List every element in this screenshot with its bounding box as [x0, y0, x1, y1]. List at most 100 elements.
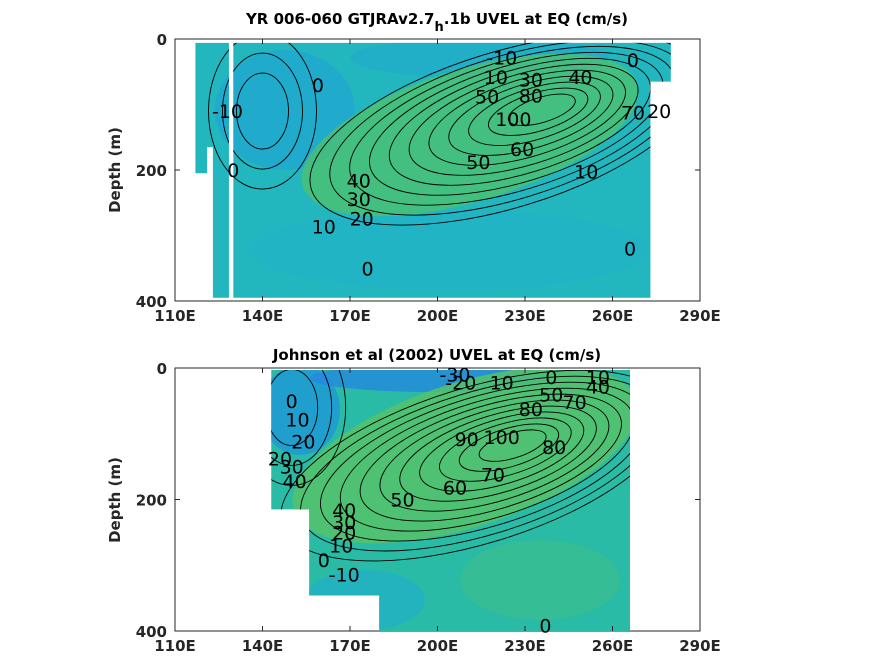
deep-westward-top — [250, 210, 650, 290]
contour-label: 20 — [350, 208, 374, 230]
contour-label: 0 — [286, 391, 298, 413]
contour-line — [222, 52, 303, 170]
contour-line — [320, 381, 630, 542]
contour-label: 10 — [574, 161, 598, 183]
title-top-subscript: h — [434, 20, 443, 35]
x-tick-label: 140E — [242, 307, 284, 325]
ylabel-bottom: Depth (m) — [106, 457, 124, 543]
contour-label: 10 — [312, 216, 336, 238]
contour-label: 40 — [568, 67, 592, 89]
contour-label: -30 — [439, 365, 470, 387]
contour-line — [309, 42, 671, 226]
contour-label: 50 — [390, 490, 414, 512]
field-top — [195, 42, 671, 298]
x-tick-label: 110E — [154, 307, 196, 325]
contour-label: 40 — [332, 500, 356, 522]
contour-label: 0 — [361, 258, 373, 280]
x-tick-label: 260E — [592, 637, 634, 655]
contour-line — [271, 369, 333, 466]
contour-line — [478, 429, 547, 462]
contour-label: 70 — [562, 392, 586, 414]
contour-label: 30 — [280, 457, 304, 479]
x-tick-label: 230E — [504, 307, 546, 325]
contour-label: 90 — [455, 429, 479, 451]
x-tick-label: 200E — [417, 637, 459, 655]
contour-label: -10 — [486, 47, 517, 69]
contour-label: 0 — [627, 50, 639, 72]
contour-label: 0 — [312, 75, 324, 97]
contour-label: 10 — [285, 409, 309, 431]
x-tick-label: 170E — [329, 637, 371, 655]
contour-line — [388, 57, 652, 186]
contour-label: 30 — [519, 70, 543, 92]
contour-label: 10 — [586, 367, 610, 389]
title-top-part1: YR 006-060 GTJRAv2.7 — [245, 10, 435, 28]
contour-label: 30 — [332, 512, 356, 534]
x-tick-label: 260E — [592, 307, 634, 325]
contour-label: 20 — [647, 101, 671, 123]
contour-label: 50 — [475, 87, 499, 109]
contour-lines-bottom — [271, 369, 630, 562]
title-top: YR 006-060 GTJRAv2.7h.1b UVEL at EQ (cm/… — [245, 10, 628, 35]
title-top-part2: .1b UVEL at EQ (cm/s) — [444, 10, 628, 28]
x-tick-label: 170E — [329, 307, 371, 325]
contour-label: 40 — [586, 376, 610, 398]
x-tick-label: 140E — [242, 637, 284, 655]
contour-line — [208, 42, 317, 190]
contour-label: 70 — [621, 102, 645, 124]
westward-region-bottom — [271, 369, 340, 455]
contour-line — [339, 387, 630, 532]
y-tick-label: 400 — [136, 623, 167, 641]
contour-label: 80 — [519, 399, 543, 421]
contour-label: -10 — [329, 564, 360, 586]
y-tick-label: 200 — [136, 162, 167, 180]
contour-label: -20 — [445, 372, 476, 394]
contour-lines-top — [208, 42, 671, 226]
x-tick-label: 290E — [679, 637, 721, 655]
contour-label: 80 — [542, 437, 566, 459]
contour-label: 70 — [481, 465, 505, 487]
contour-label: 20 — [332, 522, 356, 544]
contour-label: 80 — [519, 85, 543, 107]
contour-line — [369, 51, 664, 196]
x-tick-label: 290E — [679, 307, 721, 325]
contour-line — [359, 393, 622, 522]
contour-line — [329, 42, 671, 216]
x-tick-label: 230E — [504, 637, 546, 655]
contour-line — [487, 87, 589, 136]
contour-label: 50 — [466, 152, 490, 174]
euc-core-top — [325, 70, 615, 200]
contour-label: 40 — [282, 471, 306, 493]
contour-label: -10 — [212, 101, 243, 123]
contour-label: 20 — [291, 432, 315, 454]
contour-line — [428, 69, 626, 166]
contour-label: 30 — [347, 189, 371, 211]
westward-region-top — [215, 50, 355, 170]
contour-line — [399, 405, 597, 502]
y-tick-label: 0 — [157, 360, 167, 378]
contour-line — [271, 369, 347, 486]
x-tick-label: 110E — [154, 637, 196, 655]
contour-line — [458, 423, 560, 472]
contour-line — [236, 72, 289, 150]
y-tick-label: 400 — [136, 293, 167, 311]
y-tick-label: 0 — [157, 31, 167, 49]
deep-eastward-bottom — [460, 540, 620, 620]
contour-line — [349, 45, 671, 206]
contour-label: 50 — [539, 384, 563, 406]
contour-label: 20 — [268, 449, 292, 471]
contour-line — [419, 411, 585, 492]
ylabel-top: Depth (m) — [106, 127, 124, 213]
contour-label: 100 — [495, 109, 531, 131]
contour-label: 60 — [510, 139, 534, 161]
contour-label: 0 — [318, 550, 330, 572]
contour-line — [379, 399, 610, 512]
contour-line — [408, 63, 639, 176]
contour-label: 0 — [227, 160, 239, 182]
contour-label: 60 — [443, 478, 467, 500]
